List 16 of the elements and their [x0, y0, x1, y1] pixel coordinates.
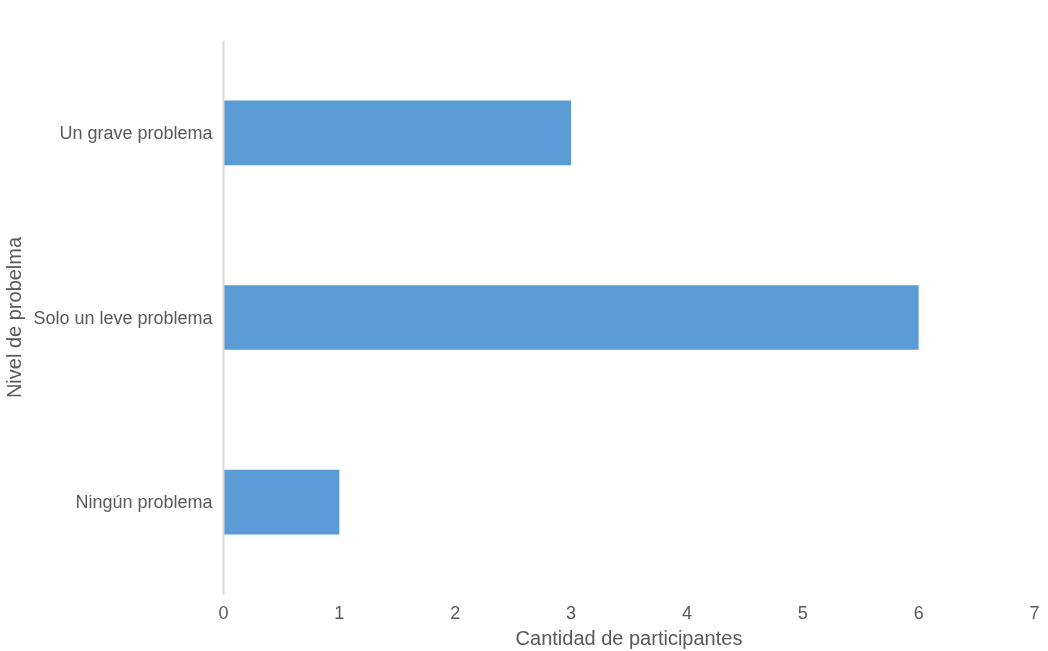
x-tick-label: 4: [681, 602, 692, 623]
y-tick-label: Un grave problema: [59, 122, 214, 143]
x-axis-title: Cantidad de participantes: [515, 626, 743, 649]
bar: [223, 100, 572, 166]
x-tick-label: 7: [1029, 602, 1040, 623]
x-tick-label: 1: [334, 602, 345, 623]
x-tick-label: 6: [913, 602, 924, 623]
bar: [223, 285, 919, 350]
x-tick-label: 3: [566, 602, 577, 623]
x-tick-label: 2: [450, 602, 461, 623]
x-tick-label: 5: [797, 602, 808, 623]
bar: [223, 469, 340, 535]
y-tick-label: Ningún problema: [75, 492, 214, 513]
x-tick-label: 0: [218, 602, 229, 623]
y-tick-label: Solo un leve problema: [33, 307, 214, 328]
y-axis-title: Nivel de probelma: [3, 236, 26, 399]
